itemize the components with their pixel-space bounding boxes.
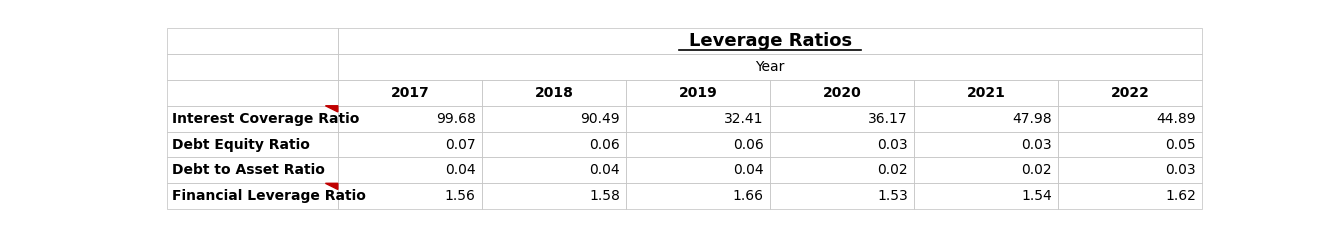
Text: Financial Leverage Ratio: Financial Leverage Ratio xyxy=(172,189,366,203)
Bar xyxy=(338,106,482,132)
Bar xyxy=(338,54,1202,80)
Bar xyxy=(167,183,338,209)
Text: 2020: 2020 xyxy=(823,86,862,100)
Text: Year: Year xyxy=(755,60,784,74)
Text: 0.04: 0.04 xyxy=(733,163,764,177)
Bar xyxy=(914,157,1058,183)
Text: 0.06: 0.06 xyxy=(589,137,620,152)
Bar xyxy=(167,80,338,106)
Text: 2017: 2017 xyxy=(390,86,429,100)
Bar xyxy=(627,157,770,183)
Bar xyxy=(770,183,914,209)
Bar xyxy=(770,132,914,157)
Polygon shape xyxy=(326,106,338,112)
Text: 2019: 2019 xyxy=(679,86,717,100)
Text: 1.62: 1.62 xyxy=(1165,189,1196,203)
Text: 0.04: 0.04 xyxy=(445,163,476,177)
Bar xyxy=(627,132,770,157)
Bar xyxy=(770,80,914,106)
Bar xyxy=(338,28,1202,54)
Text: 1.54: 1.54 xyxy=(1021,189,1051,203)
Text: 0.02: 0.02 xyxy=(1022,163,1051,177)
Bar xyxy=(482,106,627,132)
Bar xyxy=(770,106,914,132)
Text: 90.49: 90.49 xyxy=(580,112,620,126)
Text: Debt to Asset Ratio: Debt to Asset Ratio xyxy=(172,163,325,177)
Text: 1.66: 1.66 xyxy=(733,189,764,203)
Text: Interest Coverage Ratio: Interest Coverage Ratio xyxy=(172,112,359,126)
Bar xyxy=(482,157,627,183)
Bar xyxy=(770,157,914,183)
Bar xyxy=(914,106,1058,132)
Text: 44.89: 44.89 xyxy=(1157,112,1196,126)
Text: 0.03: 0.03 xyxy=(878,137,908,152)
Text: 0.03: 0.03 xyxy=(1022,137,1051,152)
Text: 1.53: 1.53 xyxy=(878,189,908,203)
Text: Debt Equity Ratio: Debt Equity Ratio xyxy=(172,137,310,152)
Text: 2021: 2021 xyxy=(967,86,1006,100)
Text: 0.07: 0.07 xyxy=(445,137,476,152)
Text: 2018: 2018 xyxy=(534,86,573,100)
Bar xyxy=(338,132,482,157)
Bar xyxy=(167,132,338,157)
Text: 36.17: 36.17 xyxy=(868,112,908,126)
Bar xyxy=(914,80,1058,106)
Bar xyxy=(482,80,627,106)
Text: 0.04: 0.04 xyxy=(589,163,620,177)
Bar xyxy=(1058,157,1202,183)
Text: 1.56: 1.56 xyxy=(445,189,476,203)
Bar xyxy=(627,183,770,209)
Text: 2022: 2022 xyxy=(1112,86,1150,100)
Bar xyxy=(914,132,1058,157)
Bar xyxy=(1058,132,1202,157)
Text: 0.06: 0.06 xyxy=(733,137,764,152)
Bar xyxy=(338,80,482,106)
Bar xyxy=(627,106,770,132)
Text: 0.05: 0.05 xyxy=(1165,137,1196,152)
Bar xyxy=(167,157,338,183)
Text: 99.68: 99.68 xyxy=(436,112,476,126)
Bar xyxy=(338,183,482,209)
Bar xyxy=(167,106,338,132)
Bar xyxy=(338,157,482,183)
Polygon shape xyxy=(326,183,338,189)
Bar xyxy=(627,80,770,106)
Bar xyxy=(167,54,338,80)
Text: 32.41: 32.41 xyxy=(724,112,764,126)
Text: Leverage Ratios: Leverage Ratios xyxy=(688,32,851,50)
Bar xyxy=(1058,106,1202,132)
Bar xyxy=(482,132,627,157)
Bar xyxy=(1058,183,1202,209)
Text: 0.02: 0.02 xyxy=(878,163,908,177)
Bar xyxy=(1058,80,1202,106)
Text: 0.03: 0.03 xyxy=(1165,163,1196,177)
Bar xyxy=(914,183,1058,209)
Text: 1.58: 1.58 xyxy=(589,189,620,203)
Text: 47.98: 47.98 xyxy=(1013,112,1051,126)
Bar xyxy=(482,183,627,209)
Bar xyxy=(167,28,338,54)
